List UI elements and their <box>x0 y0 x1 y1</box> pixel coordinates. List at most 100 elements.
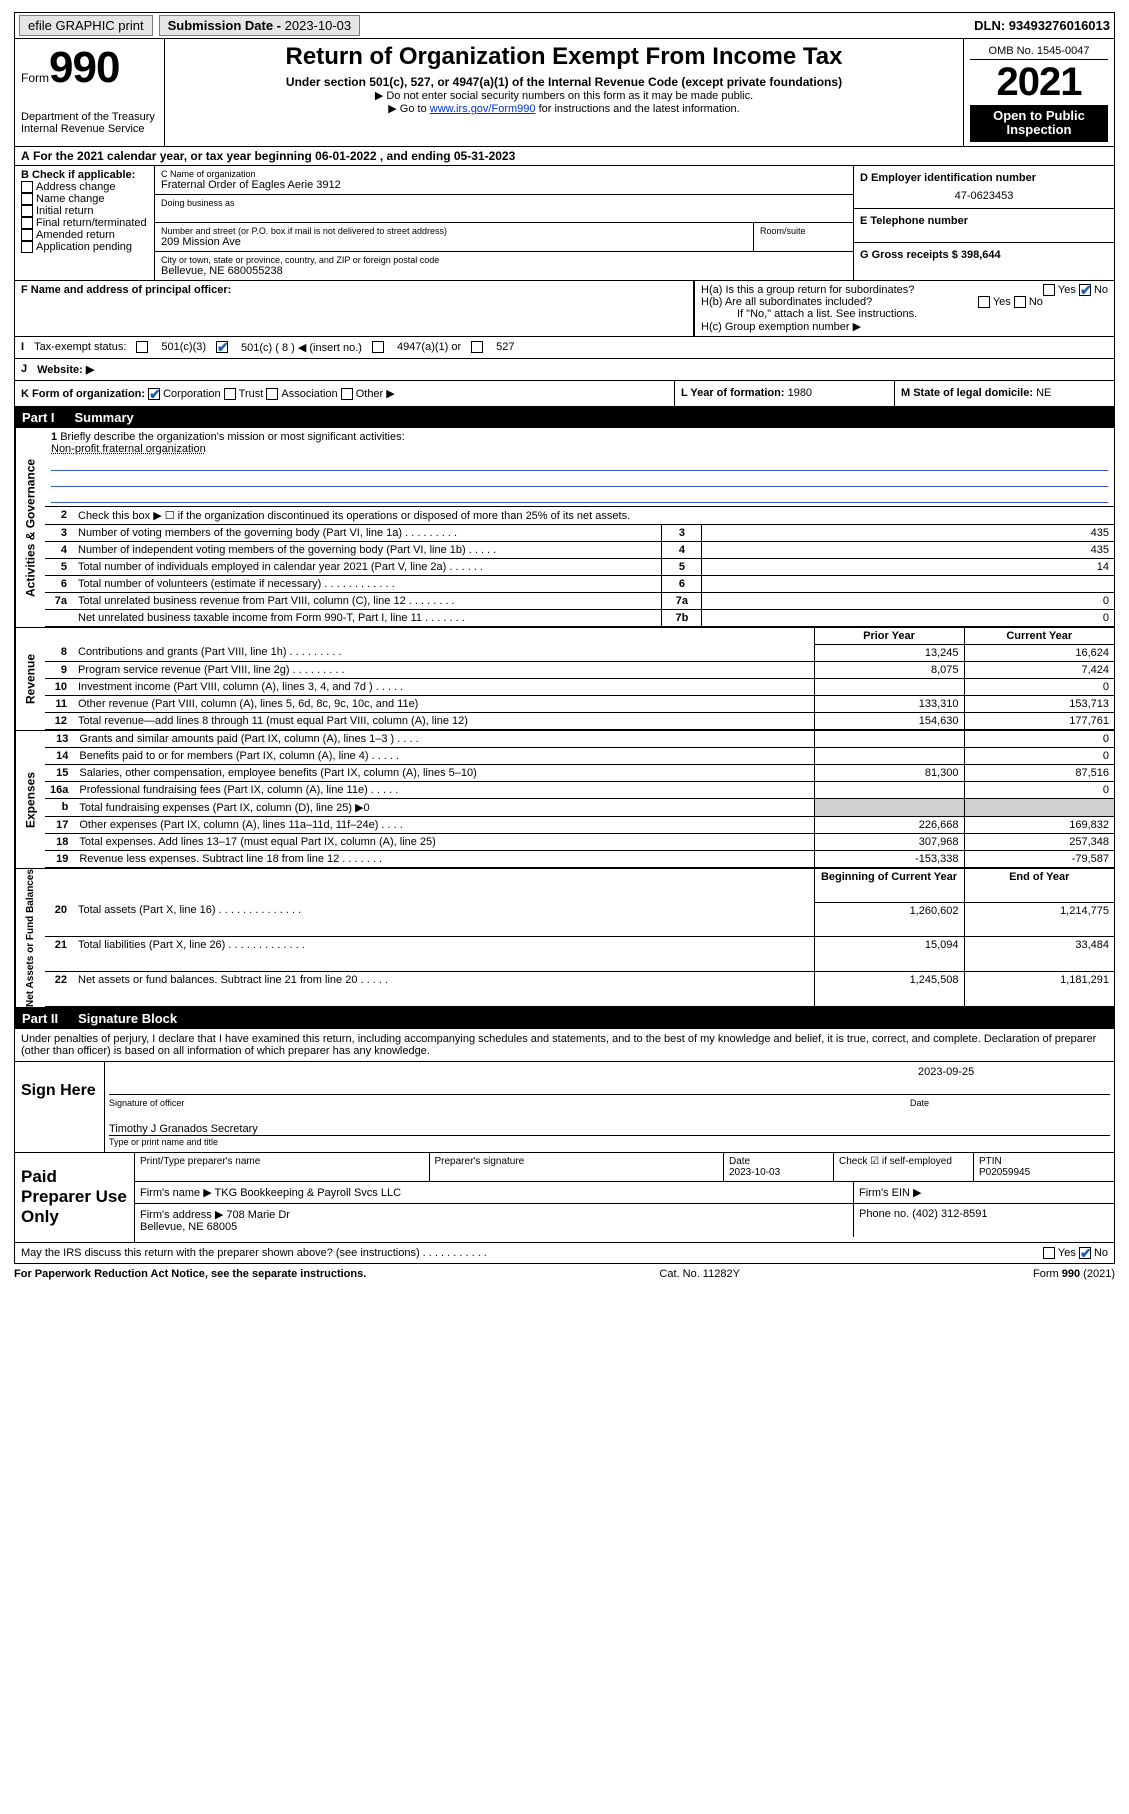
tax-year-row: A For the 2021 calendar year, or tax yea… <box>14 147 1115 166</box>
prep-date-h: Date2023-10-03 <box>724 1153 834 1181</box>
footer-left: For Paperwork Reduction Act Notice, see … <box>14 1268 366 1280</box>
phone-label: Phone no. <box>859 1208 909 1220</box>
other-check[interactable] <box>341 388 353 400</box>
firm-addr-label: Firm's address ▶ <box>140 1209 223 1221</box>
k-l-m-row: K Form of organization: Corporation Trus… <box>14 381 1115 407</box>
form-prefix: Form <box>21 71 49 85</box>
netassets-section: Net Assets or Fund Balances Beginning of… <box>14 869 1115 1008</box>
discuss-text: May the IRS discuss this return with the… <box>21 1247 487 1259</box>
footer-right: Form 990 (2021) <box>1033 1268 1115 1280</box>
hb-yes[interactable] <box>978 296 990 308</box>
b-check-name-change[interactable] <box>21 193 33 205</box>
mission-text: Non-profit fraternal organization <box>51 443 206 455</box>
street-address: 209 Mission Ave <box>161 236 241 248</box>
k-form-org: K Form of organization: Corporation Trus… <box>15 381 674 406</box>
part-1-header: Part I Summary <box>14 407 1115 428</box>
governance-section: Activities & Governance 1 Briefly descri… <box>14 428 1115 628</box>
date-label: Date <box>910 1098 929 1108</box>
discuss-no[interactable] <box>1079 1247 1091 1259</box>
e-phone-label: E Telephone number <box>860 215 968 227</box>
prep-header-row: Print/Type preparer's name Preparer's si… <box>135 1153 1114 1182</box>
revenue-section: Revenue Prior YearCurrent Year8Contribut… <box>14 628 1115 731</box>
paid-preparer-block: Paid Preparer Use Only Print/Type prepar… <box>14 1153 1115 1243</box>
mission-block: 1 Briefly describe the organization's mi… <box>45 428 1114 507</box>
l-year-formation: L Year of formation: 1980 <box>674 381 894 406</box>
expenses-table: 13Grants and similar amounts paid (Part … <box>45 731 1114 868</box>
submission-date: 2023-10-03 <box>285 18 352 33</box>
hb-no[interactable] <box>1014 296 1026 308</box>
governance-label: Activities & Governance <box>15 428 45 627</box>
part-2-header: Part II Signature Block <box>14 1008 1115 1029</box>
sign-here-block: Sign Here 2023-09-25 Signature of office… <box>14 1062 1115 1153</box>
footer-mid: Cat. No. 11282Y <box>659 1268 740 1280</box>
efile-print-button[interactable]: efile GRAPHIC print <box>19 15 153 36</box>
form-header: Form990 Department of the Treasury Inter… <box>14 39 1115 147</box>
f-h-row: F Name and address of principal officer:… <box>14 281 1115 337</box>
h-c: H(c) Group exemption number ▶ <box>701 320 1108 333</box>
trust-check[interactable] <box>224 388 236 400</box>
section-b-grid: B Check if applicable: Address changeNam… <box>14 166 1115 281</box>
website-row: J Website: ▶ <box>14 359 1115 381</box>
sign-here-label: Sign Here <box>15 1062 105 1152</box>
501c3-check[interactable] <box>136 341 148 353</box>
department-label: Department of the Treasury Internal Reve… <box>21 111 158 135</box>
form-subtitle: Under section 501(c), 527, or 4947(a)(1)… <box>171 75 957 89</box>
public-inspection: Open to Public Inspection <box>970 105 1108 142</box>
501c-check[interactable] <box>216 341 228 353</box>
netassets-table: Beginning of Current YearEnd of Year20To… <box>45 869 1114 1007</box>
dln-label: DLN: 93493276016013 <box>974 18 1110 33</box>
527-check[interactable] <box>471 341 483 353</box>
tax-exempt-row: I Tax-exempt status: 501(c)(3) 501(c) ( … <box>14 337 1115 359</box>
top-bar: efile GRAPHIC print Submission Date - 20… <box>14 12 1115 39</box>
gross-receipts: 398,644 <box>961 249 1001 261</box>
b-check-application-pending[interactable] <box>21 241 33 253</box>
irs-link[interactable]: www.irs.gov/Form990 <box>430 103 536 115</box>
year-box: OMB No. 1545-0047 2021 Open to Public In… <box>964 39 1114 146</box>
sign-date: 2023-09-25 <box>910 1066 1110 1078</box>
b-check-amended-return[interactable] <box>21 229 33 241</box>
revenue-table: Prior YearCurrent Year8Contributions and… <box>45 628 1114 730</box>
assoc-check[interactable] <box>266 388 278 400</box>
m-domicile: M State of legal domicile: NE <box>894 381 1114 406</box>
right-column: D Employer identification number 47-06234… <box>854 166 1114 280</box>
ha-no[interactable] <box>1079 284 1091 296</box>
c-name-block: C Name of organizationFraternal Order of… <box>155 166 854 280</box>
form-number: 990 <box>49 43 119 92</box>
prep-sig-h: Preparer's signature <box>430 1153 725 1181</box>
h-b-note: If "No," attach a list. See instructions… <box>701 308 1108 320</box>
b-check-address-change[interactable] <box>21 181 33 193</box>
ha-yes[interactable] <box>1043 284 1055 296</box>
paid-preparer-label: Paid Preparer Use Only <box>15 1153 135 1242</box>
part-1-num: Part I <box>22 410 55 425</box>
d-ein-label: D Employer identification number <box>860 172 1036 184</box>
ty-end: 05-31-2023 <box>454 149 515 163</box>
corp-check[interactable] <box>148 388 160 400</box>
tax-year: 2021 <box>970 60 1108 105</box>
discuss-yes[interactable] <box>1043 1247 1055 1259</box>
h-a: H(a) Is this a group return for subordin… <box>701 284 914 296</box>
page-footer: For Paperwork Reduction Act Notice, see … <box>14 1264 1115 1284</box>
expenses-section: Expenses 13Grants and similar amounts pa… <box>14 731 1115 869</box>
prep-ptin-h: PTINP02059945 <box>974 1153 1114 1181</box>
form-identifier: Form990 Department of the Treasury Inter… <box>15 39 165 146</box>
prep-name-h: Print/Type preparer's name <box>135 1153 430 1181</box>
governance-table: 2Check this box ▶ ☐ if the organization … <box>45 507 1114 627</box>
discuss-row: May the IRS discuss this return with the… <box>14 1243 1115 1264</box>
4947-check[interactable] <box>372 341 384 353</box>
b-checkboxes: B Check if applicable: Address changeNam… <box>15 166 155 280</box>
h-b: H(b) Are all subordinates included? <box>701 296 872 308</box>
sig-officer-label: Signature of officer <box>109 1098 184 1108</box>
form-note-1: ▶ Do not enter social security numbers o… <box>171 89 957 102</box>
f-officer: F Name and address of principal officer: <box>15 281 694 336</box>
org-name: Fraternal Order of Eagles Aerie 3912 <box>161 179 341 191</box>
part-2-num: Part II <box>22 1011 58 1026</box>
submission-label: Submission Date - <box>168 18 281 33</box>
b-check-initial-return[interactable] <box>21 205 33 217</box>
form-title: Return of Organization Exempt From Incom… <box>171 43 957 71</box>
h-questions: H(a) Is this a group return for subordin… <box>694 281 1114 336</box>
city-label: City or town, state or province, country… <box>161 255 847 265</box>
part-1-title: Summary <box>75 410 134 425</box>
b-check-final-return-terminated[interactable] <box>21 217 33 229</box>
addr-label: Number and street (or P.O. box if mail i… <box>161 226 747 236</box>
ein-value: 47-0623453 <box>860 190 1108 202</box>
